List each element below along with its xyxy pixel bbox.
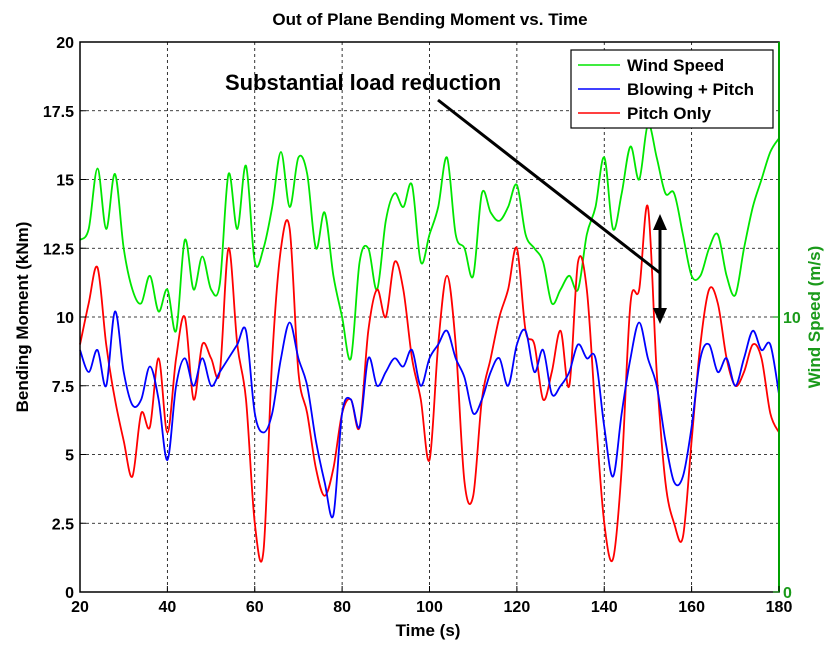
y2-tick-label: 10 — [783, 310, 801, 327]
x-tick-label: 120 — [504, 599, 531, 616]
legend-label-pitch-only: Pitch Only — [627, 104, 712, 123]
y2-axis-label: Wind Speed (m/s) — [805, 246, 824, 388]
series-line-pitch-only — [79, 204, 780, 563]
x-tick-label: 160 — [678, 599, 705, 616]
y-tick-label: 2.5 — [52, 516, 74, 533]
x-tick-label: 140 — [591, 599, 618, 616]
y2-tick-label: 0 — [783, 585, 792, 602]
series-line-blowing-pitch — [79, 310, 780, 519]
series-line-wind-speed — [79, 123, 780, 361]
x-tick-label: 20 — [71, 599, 89, 616]
y-tick-label: 20 — [56, 35, 74, 52]
chart-title: Out of Plane Bending Moment vs. Time — [272, 10, 587, 29]
x-ticks: 20 40 60 80 100 120 140 160 180 — [71, 586, 792, 616]
y-tick-label: 5 — [65, 448, 74, 465]
y-tick-label: 15 — [56, 173, 74, 190]
x-tick-label: 80 — [333, 599, 351, 616]
y-tick-label: 17.5 — [43, 104, 74, 121]
arrow-head-down — [653, 308, 667, 324]
y-axis-label: Bending Moment (kNm) — [13, 222, 32, 413]
legend: Wind Speed Blowing + Pitch Pitch Only — [570, 49, 774, 129]
annotation-pointer-line — [437, 98, 661, 275]
arrow-head-up — [653, 214, 667, 230]
y-ticks: 0 2.5 5 7.5 10 12.5 15 17.5 20 — [43, 35, 86, 602]
annotation: Substantial load reduction — [225, 70, 667, 324]
series-layer — [79, 123, 780, 563]
y-tick-label: 10 — [56, 310, 74, 327]
x-tick-label: 60 — [246, 599, 264, 616]
annotation-text: Substantial load reduction — [225, 70, 501, 95]
y-tick-label: 12.5 — [43, 241, 74, 258]
x-tick-label: 40 — [158, 599, 176, 616]
legend-label-wind-speed: Wind Speed — [627, 56, 724, 75]
x-axis-label: Time (s) — [396, 621, 461, 640]
y-tick-label: 7.5 — [52, 379, 74, 396]
x-tick-label: 100 — [416, 599, 443, 616]
x-tick-label: 180 — [766, 599, 793, 616]
y-tick-label: 0 — [65, 585, 74, 602]
y2-ticks: 0 10 — [773, 310, 801, 602]
legend-label-blowing-pitch: Blowing + Pitch — [627, 80, 754, 99]
